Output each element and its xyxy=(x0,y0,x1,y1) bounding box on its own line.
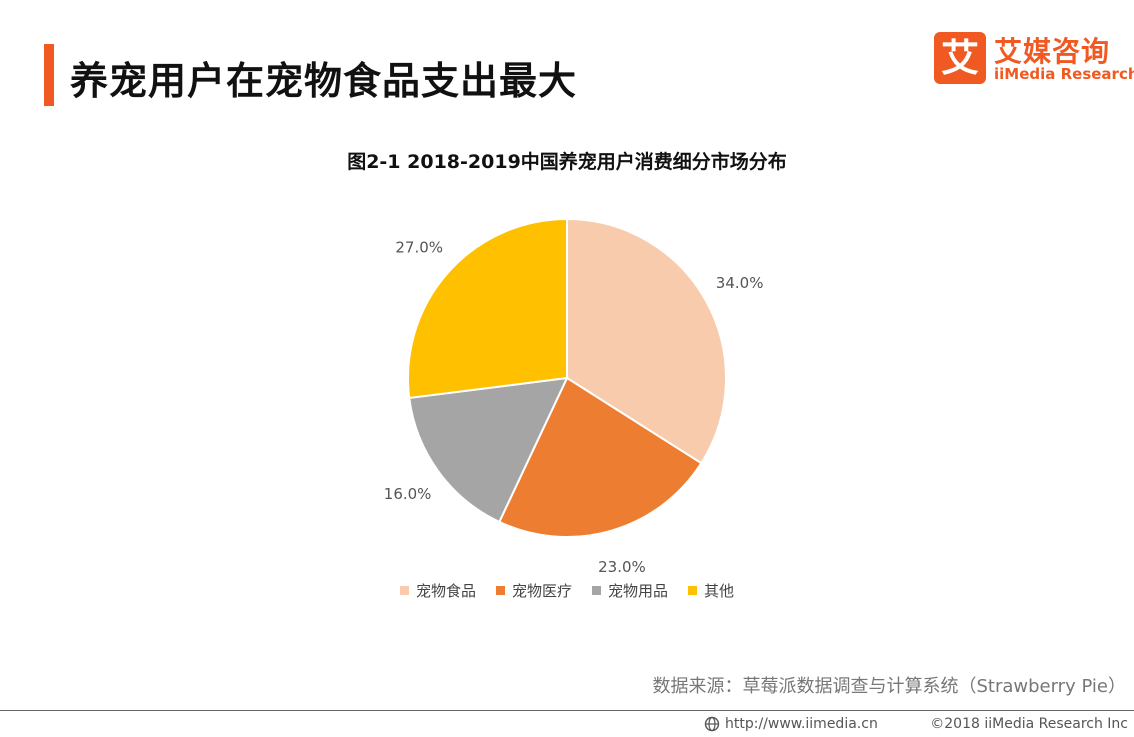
slice-data-label: 23.0% xyxy=(598,558,646,576)
logo-name-en: iiMedia Research xyxy=(994,65,1134,83)
legend-swatch xyxy=(688,586,698,595)
footer-divider xyxy=(0,710,1134,711)
legend-label: 宠物用品 xyxy=(608,582,669,600)
legend-item: 其他 xyxy=(688,580,734,601)
globe-icon xyxy=(704,716,720,732)
legend-label: 宠物医疗 xyxy=(511,582,572,600)
footer-copyright: ©2018 iiMedia Research Inc xyxy=(930,716,1128,732)
legend-item: 宠物医疗 xyxy=(495,580,572,601)
legend-item: 宠物食品 xyxy=(399,580,476,601)
pie-slice-2 xyxy=(497,376,703,538)
page-title: 养宠用户在宠物食品支出最大 xyxy=(70,59,578,103)
pie-slice-4 xyxy=(406,217,568,400)
slice-data-label: 27.0% xyxy=(395,239,443,257)
legend-swatch xyxy=(495,586,505,595)
title-accent-bar xyxy=(44,44,54,106)
logo-mark-text: 艾 xyxy=(940,36,979,80)
chart-title: 图2-1 2018-2019中国养宠用户消费细分市场分布 xyxy=(347,151,787,173)
iimedia-logo-icon: 艾 xyxy=(934,32,986,84)
legend-label: 宠物食品 xyxy=(415,582,476,600)
pie-slice-3 xyxy=(408,376,569,524)
slice-data-label: 16.0% xyxy=(384,485,432,503)
legend-swatch xyxy=(399,586,409,595)
iimedia-logo: 艾 艾媒咨询 iiMedia Research xyxy=(934,32,1134,88)
footer: http://www.iimedia.cn ©2018 iiMedia Rese… xyxy=(704,713,1128,735)
chart-legend: 宠物食品 宠物医疗 宠物用品 其他 xyxy=(0,580,1134,601)
data-source: 数据来源：草莓派数据调查与计算系统（Strawberry Pie） xyxy=(652,676,1126,697)
legend-label: 其他 xyxy=(704,582,735,600)
slice-data-label: 34.0% xyxy=(716,274,764,292)
legend-swatch xyxy=(592,586,601,595)
footer-url-link[interactable]: http://www.iimedia.cn xyxy=(725,716,878,732)
logo-name-cn: 艾媒咨询 xyxy=(994,35,1111,68)
legend-item: 宠物用品 xyxy=(592,580,668,601)
